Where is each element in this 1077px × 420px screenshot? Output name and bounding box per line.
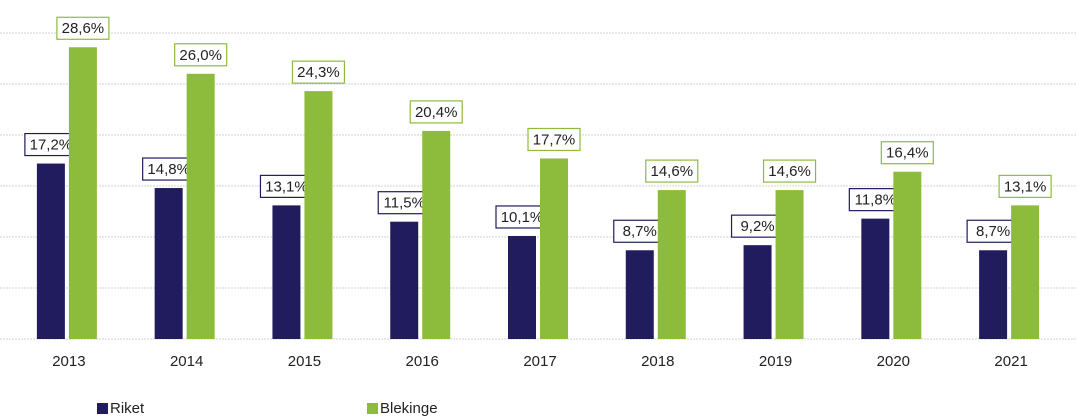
data-label: 10,1% — [501, 209, 544, 226]
data-label: 16,4% — [886, 145, 929, 162]
data-label-box — [291, 60, 346, 84]
legend-swatch — [367, 403, 378, 414]
bar — [186, 73, 215, 340]
data-label: 11,5% — [384, 195, 425, 212]
data-label: 24,3% — [297, 64, 340, 81]
data-label-box — [762, 159, 817, 183]
data-label: 14,6% — [651, 163, 694, 180]
data-label: 14,8% — [147, 161, 190, 178]
bar — [508, 235, 536, 339]
data-label: 11,8% — [855, 192, 896, 209]
legend-swatch — [97, 403, 108, 414]
x-tick-label: 2013 — [52, 353, 85, 370]
bar — [304, 91, 333, 339]
data-label: 14,6% — [768, 163, 811, 180]
x-tick-label: 2017 — [523, 353, 556, 370]
x-tick-label: 2020 — [877, 353, 910, 370]
data-label: 17,2% — [30, 137, 73, 154]
x-tick-label: 2015 — [288, 353, 321, 370]
data-label-box — [409, 100, 463, 124]
bar — [893, 171, 922, 339]
data-label: 20,4% — [415, 104, 458, 121]
x-tick-label: 2018 — [641, 353, 674, 370]
x-tick-label: 2014 — [170, 353, 203, 370]
legend-label: Blekinge — [380, 400, 438, 417]
bar — [540, 158, 568, 339]
x-tick-label: 2021 — [994, 353, 1027, 370]
data-label-box — [998, 174, 1052, 198]
data-label-box — [56, 16, 110, 40]
bar — [272, 205, 301, 339]
data-label-box — [645, 159, 699, 183]
x-tick-label: 2019 — [759, 353, 792, 370]
bar — [861, 218, 890, 339]
data-label: 13,1% — [1004, 178, 1047, 195]
data-label-box — [880, 141, 934, 165]
bar — [1011, 205, 1040, 339]
bar — [775, 190, 804, 339]
data-label: 8,7% — [623, 223, 657, 240]
data-label: 28,6% — [62, 20, 105, 37]
legend-label: Riket — [110, 400, 145, 417]
bar — [68, 47, 97, 339]
bar — [422, 130, 451, 339]
bar — [36, 163, 65, 339]
data-label: 17,7% — [533, 131, 576, 148]
data-label-box — [174, 43, 228, 67]
bar — [154, 188, 183, 339]
data-label-box — [527, 127, 581, 152]
bar — [979, 250, 1008, 339]
bar — [743, 245, 772, 339]
x-tick-label: 2016 — [406, 353, 439, 370]
bar — [390, 221, 419, 339]
bar — [625, 250, 654, 339]
bar — [657, 190, 686, 339]
data-label: 13,1% — [265, 178, 308, 195]
data-label: 26,0% — [179, 47, 222, 64]
data-label: 8,7% — [976, 223, 1010, 240]
data-label: 9,2% — [740, 218, 774, 235]
